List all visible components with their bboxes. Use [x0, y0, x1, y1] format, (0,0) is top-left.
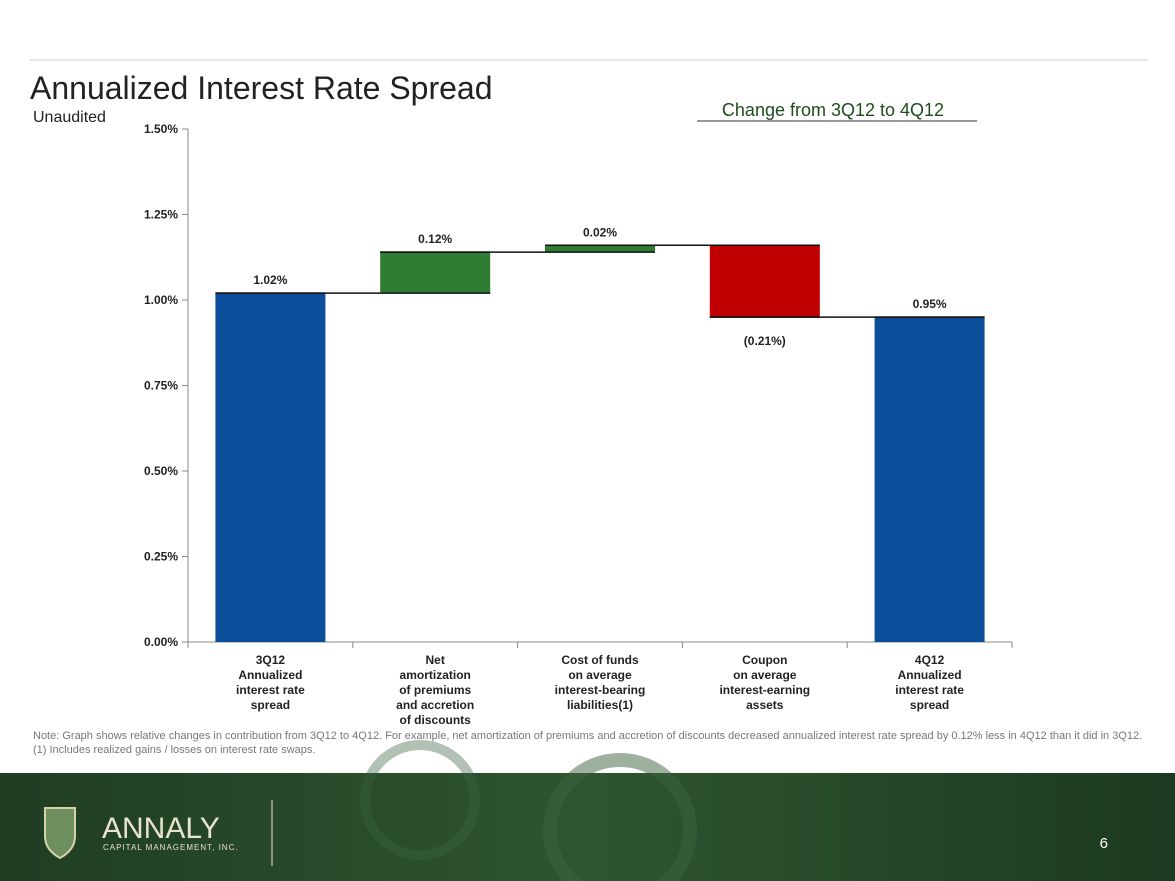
- gear-decor: [360, 740, 480, 860]
- x-tick-label-line: interest-earning: [719, 683, 810, 697]
- x-tick-label-line: spread: [910, 698, 949, 712]
- logo-text: ANNALY: [102, 812, 220, 845]
- x-tick-label: 4Q12 Annualized interest rate spread: [895, 653, 964, 712]
- gear-decor: [543, 753, 697, 881]
- page-number: 6: [1100, 835, 1108, 852]
- x-tick-label-line: on average: [733, 668, 797, 682]
- x-tick-label-line: Annualized: [238, 668, 302, 682]
- x-tick-label-line: Coupon: [742, 653, 787, 667]
- bar: [380, 252, 491, 294]
- logo-shield: [44, 807, 76, 860]
- value-label: 0.95%: [913, 297, 947, 311]
- x-tick-label-line: spread: [251, 698, 290, 712]
- y-tick-label: 1.00%: [144, 293, 178, 307]
- notes: Note: Graph shows relative changes in co…: [33, 729, 1143, 757]
- bar: [215, 293, 326, 642]
- x-tick-label-line: 3Q12: [256, 653, 286, 667]
- x-tick-label-line: interest rate: [895, 683, 964, 697]
- bar: [709, 245, 820, 318]
- x-tick-label: Net amortization of premiums and accretion o…: [396, 653, 474, 727]
- note: (1) Includes realized gains / losses on …: [33, 744, 316, 756]
- y-tick-label: 1.50%: [144, 122, 178, 136]
- x-tick-label-line: Net: [426, 653, 445, 667]
- x-tick-label: 3Q12 Annualized interest rate spread: [236, 653, 305, 712]
- value-label: 0.12%: [418, 232, 452, 246]
- note: Note: Graph shows relative changes in co…: [33, 730, 1143, 742]
- y-tick-label: 0.75%: [144, 379, 178, 393]
- bar: [874, 317, 985, 642]
- value-label: (0.21%): [744, 334, 786, 348]
- x-tick-label-line: 4Q12: [915, 653, 945, 667]
- x-tick-label-line: interest-bearing: [555, 683, 646, 697]
- annotation: Change from 3Q12 to 4Q12: [722, 100, 944, 120]
- x-tick-label-line: liabilities(1): [567, 698, 633, 712]
- x-tick-label-line: assets: [746, 698, 784, 712]
- x-tick-label-line: amortization: [400, 668, 471, 682]
- x-tick-label-line: Cost of funds: [561, 653, 639, 667]
- y-tick-label: 0.00%: [144, 635, 178, 649]
- y-tick-label: 0.50%: [144, 464, 178, 478]
- x-tick-label-line: of discounts: [400, 713, 472, 727]
- logo-subtext: CAPITAL MANAGEMENT, INC.: [103, 843, 239, 852]
- value-label: 1.02%: [253, 273, 287, 287]
- bar: [545, 245, 655, 253]
- chart-title: Annualized Interest Rate Spread: [30, 70, 493, 106]
- x-tick-label-line: on average: [568, 668, 632, 682]
- x-tick-label-line: of premiums: [399, 683, 471, 697]
- x-tick-label-line: interest rate: [236, 683, 305, 697]
- y-tick-label: 0.25%: [144, 550, 178, 564]
- x-tick-label-line: Annualized: [898, 668, 962, 682]
- chart-subtitle: Unaudited: [33, 109, 106, 126]
- x-tick-label: Cost of funds on average interest-bearing l…: [555, 653, 646, 712]
- x-tick-label-line: and accretion: [396, 698, 474, 712]
- y-tick-label: 1.25%: [144, 208, 178, 222]
- x-tick-label: Coupon on average interest-earning assets: [719, 653, 810, 712]
- footer-band: [0, 773, 1175, 881]
- value-label: 0.02%: [583, 225, 617, 239]
